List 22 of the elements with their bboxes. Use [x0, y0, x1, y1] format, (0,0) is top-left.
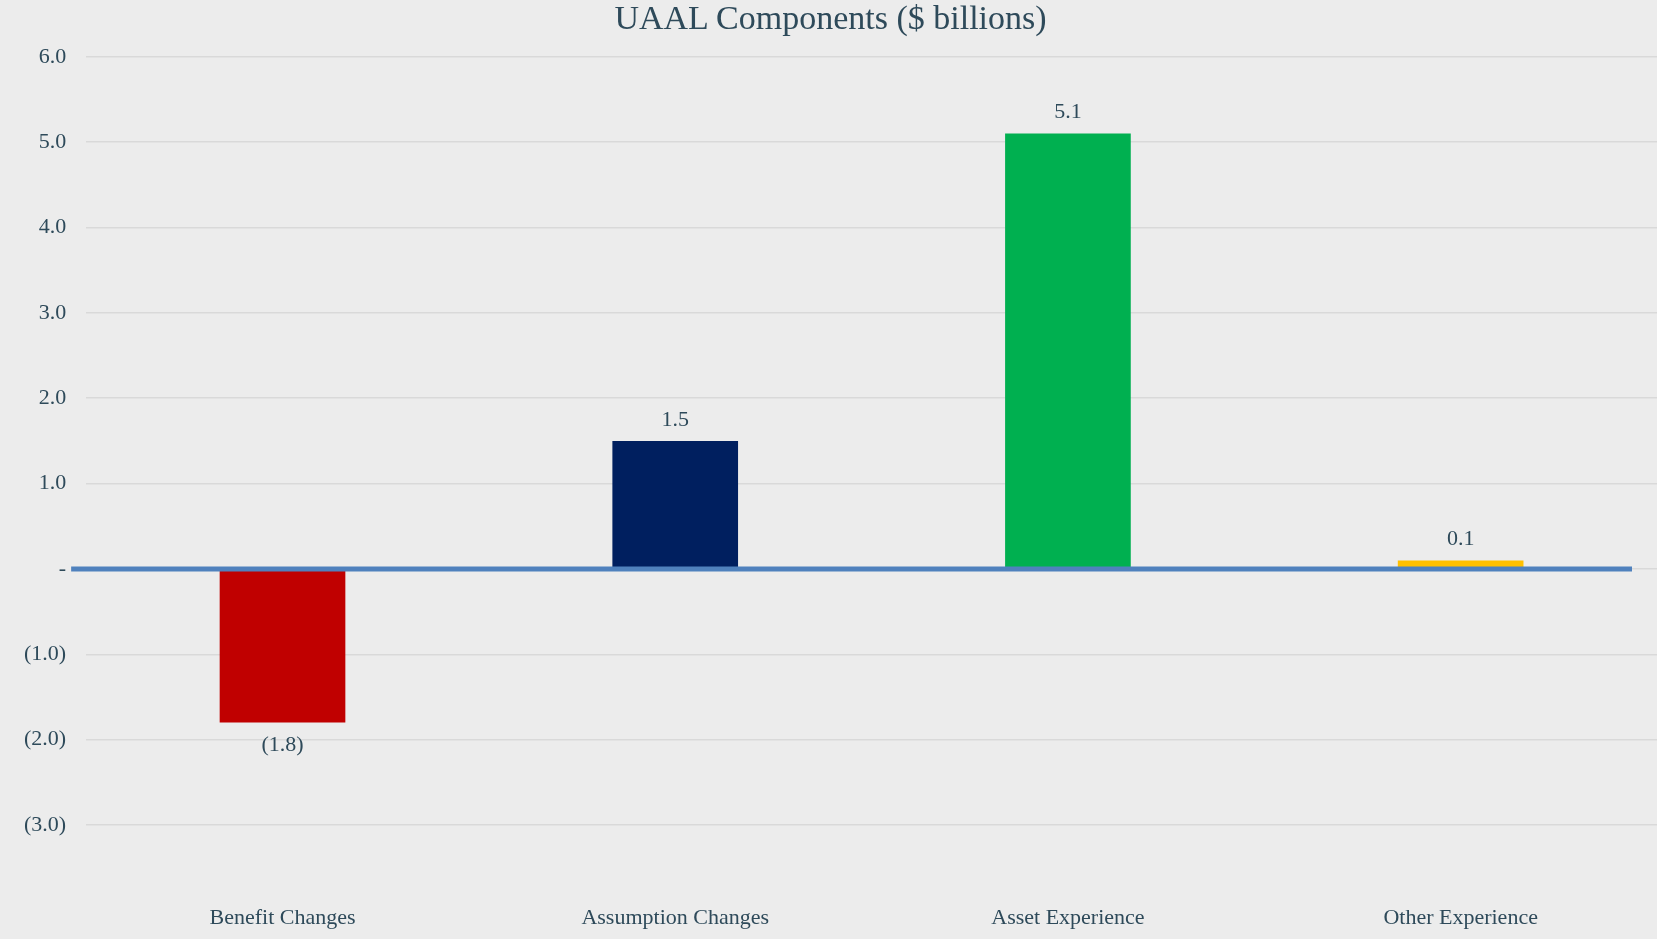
chart-title: UAAL Components ($ billions)	[614, 0, 1047, 38]
bar	[612, 440, 739, 569]
bar	[1005, 133, 1131, 569]
y-tick-label: 2.0	[38, 384, 67, 409]
bar	[219, 569, 346, 723]
y-tick-label: 3.0	[38, 298, 67, 324]
y-tick-label: 1.0	[38, 469, 67, 495]
x-tick-label: Benefit Changes	[209, 903, 356, 929]
y-tick-label: -	[58, 554, 67, 580]
x-tick-label: Assumption Changes	[581, 903, 770, 929]
y-tick-label: 5.0	[38, 127, 67, 153]
x-tick-label: Asset Experience	[991, 903, 1145, 929]
x-tick-label: Other Experience	[1383, 903, 1538, 929]
data-label: (1.8)	[261, 731, 304, 757]
data-label: 0.1	[1446, 525, 1475, 551]
data-label: 5.1	[1054, 98, 1082, 124]
y-tick-label: (1.0)	[24, 640, 67, 666]
y-tick-label: (3.0)	[24, 810, 67, 836]
y-tick-label: 4.0	[38, 213, 67, 239]
y-tick-label: 6.0	[38, 42, 67, 68]
y-tick-label: (2.0)	[24, 725, 67, 751]
data-label: 1.5	[661, 405, 689, 431]
